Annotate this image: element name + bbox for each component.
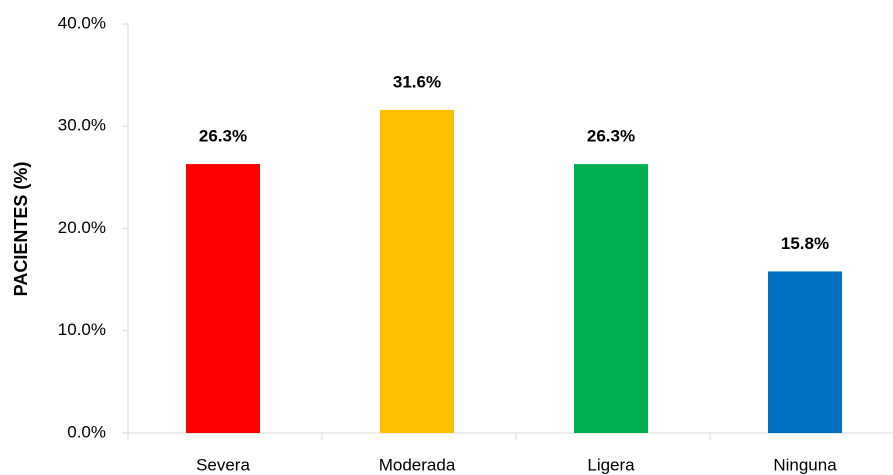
value-label: 26.3% <box>199 127 247 146</box>
x-tick-label: Ninguna <box>773 455 837 474</box>
y-axis-label: PACIENTES (%) <box>11 162 31 297</box>
y-tick-label: 0.0% <box>67 422 106 441</box>
x-tick-label: Severa <box>196 455 250 474</box>
value-label: 26.3% <box>587 127 635 146</box>
bar <box>186 164 260 433</box>
bar <box>380 109 454 433</box>
x-tick-label: Moderada <box>379 455 456 474</box>
bar <box>574 164 648 433</box>
y-tick-label: 10.0% <box>58 320 106 339</box>
y-tick-label: 30.0% <box>58 116 106 135</box>
value-label: 31.6% <box>393 72 441 91</box>
x-tick-label: Ligera <box>587 455 635 474</box>
value-label: 15.8% <box>781 234 829 253</box>
y-tick-label: 40.0% <box>58 13 106 32</box>
bar <box>768 271 842 433</box>
y-tick-label: 20.0% <box>58 218 106 237</box>
